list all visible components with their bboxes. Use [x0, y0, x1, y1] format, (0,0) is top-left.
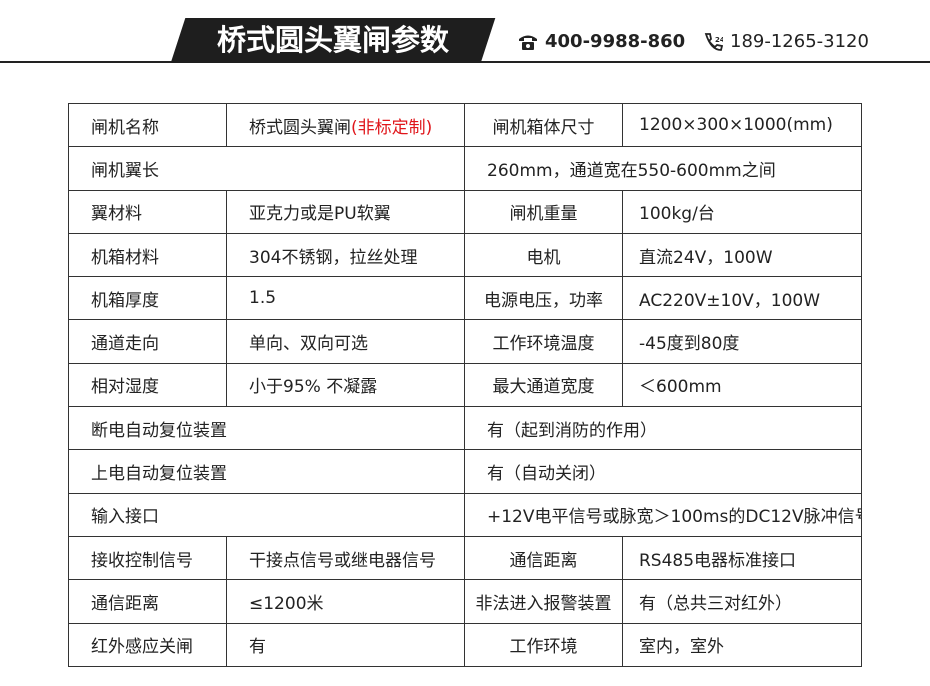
table-cell: 断电自动复位装置: [68, 406, 465, 451]
table-cell: 有（起到消防的作用）: [464, 406, 862, 451]
table-row: 机箱厚度 1.5 电源电压，功率 AC220V±10V，100W: [68, 276, 862, 321]
title: 桥式圆头翼闸参数: [216, 23, 449, 57]
table-row: 相对湿度 小于95% 不凝露 最大通道宽度 ＜600mm: [68, 362, 862, 408]
table-cell: 室内，室外: [622, 622, 862, 668]
table-cell: ＜600mm: [622, 362, 862, 408]
mobile-icon: 24: [704, 33, 723, 51]
table-cell: 亚克力或是PU软翼: [226, 189, 465, 234]
table-cell: 有: [226, 622, 465, 668]
table-row: 断电自动复位装置 有（起到消防的作用）: [68, 406, 862, 451]
table-cell: 304不锈钢，拉丝处理: [226, 232, 465, 278]
phone-icon: [519, 35, 537, 50]
table-cell: 有（总共三对红外）: [622, 579, 862, 624]
table-cell: 100kg/台: [622, 189, 862, 234]
table-row: 红外感应关闸有工作环境 室内，室外: [68, 622, 862, 668]
table-row: 上电自动复位装置 有（自动关闭）: [68, 449, 862, 494]
table-cell: 接收控制信号: [68, 535, 227, 581]
table-cell: 电机: [464, 232, 623, 278]
table-cell: 最大通道宽度: [464, 362, 623, 408]
spec-table: 闸机名称 桥式圆头翼闸(非标定制) 闸机箱体尺寸 1200×300×1000(mm) 闸…: [68, 102, 862, 668]
table-cell: 红外感应关闸: [68, 622, 227, 668]
table-cell: RS485电器标准接口: [622, 535, 862, 581]
table-cell: +12V电平信号或脉宽＞100ms的DC12V脉冲信号，驱动电流＞10mA: [464, 492, 862, 537]
table-cell: 输入接口: [68, 492, 465, 537]
table-cell: 直流24V，100W: [622, 232, 862, 278]
table-cell: 闸机名称: [68, 102, 227, 148]
table-cell: 有（自动关闭）: [464, 449, 862, 494]
table-row: 闸机名称 桥式圆头翼闸(非标定制) 闸机箱体尺寸 1200×300×1000(mm): [68, 102, 862, 148]
table-row: 输入接口+12V电平信号或脉宽＞100ms的DC12V脉冲信号，驱动电流＞10m…: [68, 492, 862, 537]
cell-note: (非标定制): [351, 117, 433, 138]
table-row: 通道走向 单向、双向可选 工作环境温度 -45度到80度: [68, 319, 862, 364]
table-cell: 干接点信号或继电器信号: [226, 535, 465, 581]
table-row: 机箱材料 304不锈钢，拉丝处理 电机 直流24V，100W: [68, 232, 862, 278]
table-cell: 闸机箱体尺寸: [464, 102, 623, 148]
table-cell: 机箱材料: [68, 232, 227, 278]
table-cell: -45度到80度: [622, 319, 862, 364]
table-cell: 闸机翼长: [68, 146, 465, 191]
svg-text:24: 24: [715, 36, 723, 44]
cell-text: 桥式圆头翼闸: [249, 117, 351, 138]
table-cell: 电源电压，功率: [464, 276, 623, 321]
table-cell: 通道走向: [68, 319, 227, 364]
table-cell: 1.5: [226, 276, 465, 321]
table-row: 闸机翼长 260mm，通道宽在550-600mm之间: [68, 146, 862, 191]
phone-number: 400-9988-860: [545, 31, 686, 52]
table-cell: 非法进入报警装置: [464, 579, 623, 624]
table-cell: ≤1200米: [226, 579, 465, 624]
table-cell: 1200×300×1000(mm): [622, 102, 862, 148]
table-cell: 单向、双向可选: [226, 319, 465, 364]
table-cell: 翼材料: [68, 189, 227, 234]
table-cell: 小于95% 不凝露: [226, 362, 465, 408]
table-cell: 闸机重量: [464, 189, 623, 234]
table-cell: 工作环境: [464, 622, 623, 668]
table-cell: 工作环境温度: [464, 319, 623, 364]
table-cell: 通信距离: [68, 579, 227, 624]
table-cell: 机箱厚度: [68, 276, 227, 321]
table-cell: 通信距离: [464, 535, 623, 581]
table-cell: 桥式圆头翼闸(非标定制): [226, 102, 465, 148]
table-cell: 260mm，通道宽在550-600mm之间: [464, 146, 862, 191]
phone-number: 189-1265-3120: [730, 31, 869, 52]
table-row: 接收控制信号 干接点信号或继电器信号 通信距离 RS485电器标准接口: [68, 535, 862, 581]
table-cell: 相对湿度: [68, 362, 227, 408]
table-row: 翼材料 亚克力或是PU软翼 闸机重量 100kg/台: [68, 189, 862, 234]
table-cell: AC220V±10V，100W: [622, 276, 862, 321]
table-cell: 上电自动复位装置: [68, 449, 465, 494]
table-row: 通信距离 ≤1200米 非法进入报警装置 有（总共三对红外）: [68, 579, 862, 624]
